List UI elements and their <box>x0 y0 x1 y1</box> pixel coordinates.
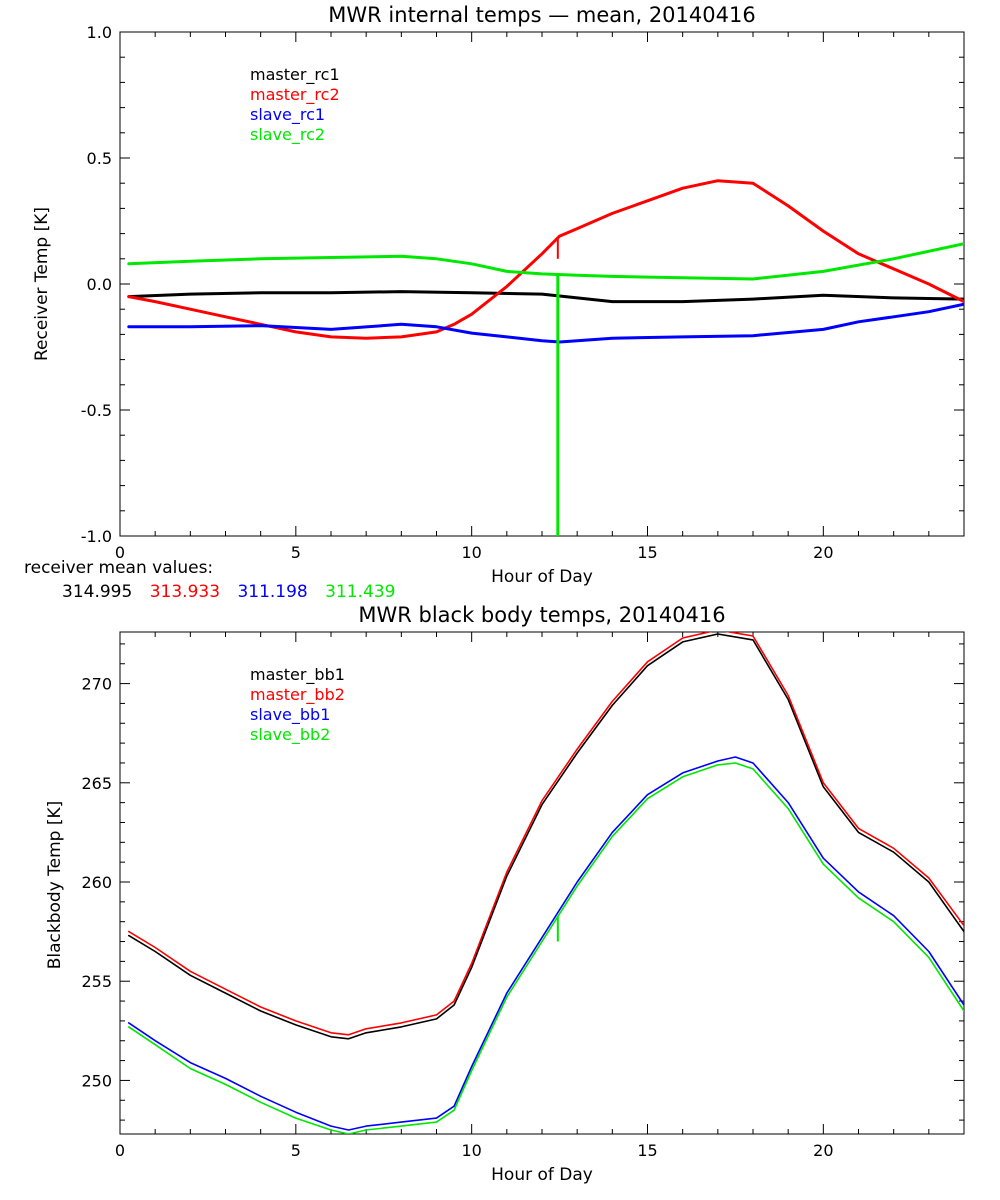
bottom-y-tick-label: 255 <box>81 972 112 991</box>
bottom-x-tick-label: 20 <box>813 1141 833 1160</box>
bottom-chart-title: MWR black body temps, 20140416 <box>358 603 725 627</box>
legend-item-master-rc2: master_rc2 <box>250 85 340 105</box>
bottom-y-tick-label: 250 <box>81 1071 112 1090</box>
bottom-chart-xlabel: Hour of Day <box>491 1165 593 1185</box>
bottom-x-tick-label: 0 <box>115 1141 125 1160</box>
bottom-chart-ylabel: Blackbody Temp [K] <box>45 801 65 970</box>
top-x-tick-label: 20 <box>813 543 833 562</box>
legend-item-master-bb1: master_bb1 <box>250 665 345 685</box>
bottom-y-tick-label: 270 <box>81 675 112 694</box>
legend-item-master-bb2: master_bb2 <box>250 685 345 705</box>
top-x-tick-label: 0 <box>115 543 125 562</box>
top-chart-ylabel: Receiver Temp [K] <box>32 207 52 361</box>
top-y-tick-label: -1.0 <box>81 527 112 546</box>
legend-item-slave-rc2: slave_rc2 <box>250 125 325 145</box>
series-line-master-rc1 <box>127 290 964 304</box>
series-line-master-bb2 <box>128 632 964 1036</box>
legend-item-master-rc1: master_rc1 <box>250 65 340 85</box>
bottom-chart: 0 5 10 15 20 270 265 260 255 250 master_bb1master_… <box>81 631 965 1160</box>
series-line-slave-rc2 <box>127 242 964 281</box>
mean-value-master-rc2: 313.933 <box>150 582 220 602</box>
series-line-slave-bb2 <box>128 762 964 1134</box>
legend-item-slave-bb2: slave_bb2 <box>250 725 330 745</box>
top-y-tick-label: -0.5 <box>81 401 112 420</box>
mean-value-slave-rc2: 311.439 <box>325 582 395 602</box>
bottom-x-tick-label: 5 <box>291 1141 301 1160</box>
top-x-tick-label: 10 <box>461 543 481 562</box>
mean-value-master-rc1: 314.995 <box>62 582 132 602</box>
top-y-tick-label: 0.0 <box>87 275 112 294</box>
top-y-tick-label: 0.5 <box>87 149 112 168</box>
top-chart: 0 5 10 15 20 1.0 0.5 0.0 -0.5 -1.0 master_rc1maste… <box>81 23 965 562</box>
top-chart-xlabel: Hour of Day <box>491 567 593 587</box>
mean-value-slave-rc1: 311.198 <box>237 582 307 602</box>
bottom-x-tick-label: 15 <box>637 1141 657 1160</box>
legend-item-slave-rc1: slave_rc1 <box>250 105 325 125</box>
legend-item-slave-bb1: slave_bb1 <box>250 705 330 725</box>
series-line-slave-bb1 <box>128 756 964 1131</box>
bottom-y-tick-label: 260 <box>81 873 112 892</box>
bottom-y-tick-label: 265 <box>81 774 112 793</box>
series-line-master-bb1 <box>128 633 964 1040</box>
top-y-tick-label: 1.0 <box>87 23 112 42</box>
receiver-mean-values: 314.995 313.933 311.198 311.439 <box>62 582 395 602</box>
bottom-x-tick-label: 10 <box>461 1141 481 1160</box>
top-x-tick-label: 15 <box>637 543 657 562</box>
top-chart-title: MWR internal temps — mean, 20140416 <box>328 3 755 27</box>
series-line-slave-rc1 <box>127 302 964 344</box>
top-x-tick-label: 5 <box>291 543 301 562</box>
receiver-mean-label: receiver mean values: <box>24 558 213 578</box>
